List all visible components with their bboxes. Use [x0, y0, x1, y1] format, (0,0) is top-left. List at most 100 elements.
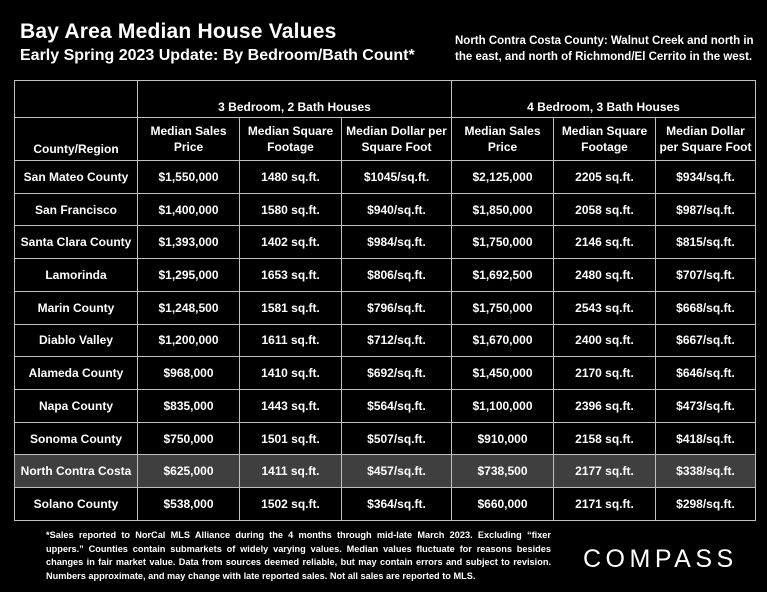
ppsf-4bed-cell: $338/sq.ft. [655, 454, 756, 489]
group-header-3bed: 3 Bedroom, 2 Bath Houses [137, 80, 452, 118]
table-row: Sonoma County $750,000 1501 sq.ft. $507/sq.… [14, 421, 756, 456]
ppsf-3bed-cell: $364/sq.ft. [341, 487, 452, 521]
price-3bed-cell: $968,000 [137, 356, 240, 391]
ppsf-4bed-cell: $298/sq.ft. [655, 487, 756, 521]
region-name-cell: Diablo Valley [14, 323, 138, 358]
ppsf-4bed-cell: $707/sq.ft. [655, 258, 756, 292]
sqft-3bed-cell: 1580 sq.ft. [239, 192, 342, 227]
price-4bed-cell: $660,000 [451, 487, 554, 521]
blank-header-cell [14, 80, 138, 118]
footnote: *Sales reported to NorCal MLS Alliance d… [46, 530, 551, 581]
table-row: Diablo Valley $1,200,000 1611 sq.ft. $712/s… [14, 323, 756, 358]
sqft-3bed-cell: 1653 sq.ft. [239, 258, 342, 292]
sqft-3bed-cell: 1410 sq.ft. [239, 356, 342, 391]
sqft-3bed-cell: 1502 sq.ft. [239, 487, 342, 521]
price-4bed-cell: $738,500 [451, 454, 554, 489]
table-row: San Francisco $1,400,000 1580 sq.ft. $940/s… [14, 192, 756, 227]
price-3bed-cell: $1,295,000 [137, 258, 240, 292]
sqft-3bed-cell: 1411 sq.ft. [239, 454, 342, 489]
sqft-4bed-cell: 2058 sq.ft. [553, 192, 656, 227]
region-name-cell: Napa County [14, 389, 138, 423]
ppsf-3bed-cell: $712/sq.ft. [341, 323, 452, 358]
column-header-ppsf: Median Dollar per Square Foot [655, 117, 756, 161]
ppsf-4bed-cell: $473/sq.ft. [655, 389, 756, 423]
ppsf-4bed-cell: $418/sq.ft. [655, 421, 756, 456]
house-values-table: 3 Bedroom, 2 Bath Houses 4 Bedroom, 3 Ba… [14, 80, 756, 521]
region-name-cell: San Francisco [14, 192, 138, 227]
ppsf-3bed-cell: $457/sq.ft. [341, 454, 452, 489]
group-header-4bed: 4 Bedroom, 3 Bath Houses [451, 80, 756, 118]
table-row: Lamorinda $1,295,000 1653 sq.ft. $806/sq.ft… [14, 258, 756, 292]
sqft-3bed-cell: 1581 sq.ft. [239, 290, 342, 325]
ppsf-3bed-cell: $507/sq.ft. [341, 421, 452, 456]
ppsf-4bed-cell: $668/sq.ft. [655, 290, 756, 325]
region-note: North Contra Costa County: Walnut Creek … [455, 35, 754, 63]
sqft-4bed-cell: 2146 sq.ft. [553, 225, 656, 260]
region-name-cell: Alameda County [14, 356, 138, 391]
page-subtitle: Early Spring 2023 Update: By Bedroom/Bat… [20, 47, 415, 64]
sqft-3bed-cell: 1402 sq.ft. [239, 225, 342, 260]
table-row: Santa Clara County $1,393,000 1402 sq.ft. $… [14, 225, 756, 260]
sqft-4bed-cell: 2170 sq.ft. [553, 356, 656, 391]
price-3bed-cell: $1,400,000 [137, 192, 240, 227]
page-title: Bay Area Median House Values [20, 20, 337, 43]
table-row: San Mateo County $1,550,000 1480 sq.ft. $10… [14, 160, 756, 194]
ppsf-3bed-cell: $692/sq.ft. [341, 356, 452, 391]
sqft-4bed-cell: 2171 sq.ft. [553, 487, 656, 521]
price-4bed-cell: $1,850,000 [451, 192, 554, 227]
table-row: Alameda County $968,000 1410 sq.ft. $692/sq… [14, 356, 756, 391]
sqft-4bed-cell: 2400 sq.ft. [553, 323, 656, 358]
sqft-3bed-cell: 1611 sq.ft. [239, 323, 342, 358]
price-3bed-cell: $538,000 [137, 487, 240, 521]
region-column-header: County/Region [14, 117, 138, 161]
table-row: North Contra Costa $625,000 1411 sq.ft. $45… [14, 454, 756, 489]
price-4bed-cell: $1,450,000 [451, 356, 554, 391]
price-4bed-cell: $1,692,500 [451, 258, 554, 292]
ppsf-4bed-cell: $646/sq.ft. [655, 356, 756, 391]
sqft-3bed-cell: 1443 sq.ft. [239, 389, 342, 423]
ppsf-3bed-cell: $796/sq.ft. [341, 290, 452, 325]
sqft-3bed-cell: 1480 sq.ft. [239, 160, 342, 194]
region-name-cell: Sonoma County [14, 421, 138, 456]
table-row: Marin County $1,248,500 1581 sq.ft. $796/sq… [14, 290, 756, 325]
ppsf-3bed-cell: $806/sq.ft. [341, 258, 452, 292]
price-4bed-cell: $2,125,000 [451, 160, 554, 194]
column-header-sqft: Median Square Footage [239, 117, 342, 161]
price-3bed-cell: $1,248,500 [137, 290, 240, 325]
region-name-cell: San Mateo County [14, 160, 138, 194]
ppsf-3bed-cell: $564/sq.ft. [341, 389, 452, 423]
ppsf-4bed-cell: $815/sq.ft. [655, 225, 756, 260]
ppsf-4bed-cell: $667/sq.ft. [655, 323, 756, 358]
price-4bed-cell: $1,670,000 [451, 323, 554, 358]
column-header-price: Median Sales Price [451, 117, 554, 161]
price-3bed-cell: $625,000 [137, 454, 240, 489]
price-4bed-cell: $1,750,000 [451, 290, 554, 325]
table-row: Solano County $538,000 1502 sq.ft. $364/sq.… [14, 487, 756, 521]
region-name-cell: Santa Clara County [14, 225, 138, 260]
price-3bed-cell: $750,000 [137, 421, 240, 456]
price-3bed-cell: $835,000 [137, 389, 240, 423]
column-header-price: Median Sales Price [137, 117, 240, 161]
region-name-cell: North Contra Costa [14, 454, 138, 489]
price-4bed-cell: $1,750,000 [451, 225, 554, 260]
table-row: Napa County $835,000 1443 sq.ft. $564/sq.ft… [14, 389, 756, 423]
sqft-4bed-cell: 2177 sq.ft. [553, 454, 656, 489]
region-name-cell: Lamorinda [14, 258, 138, 292]
sqft-4bed-cell: 2158 sq.ft. [553, 421, 656, 456]
sqft-4bed-cell: 2480 sq.ft. [553, 258, 656, 292]
ppsf-3bed-cell: $1045/sq.ft. [341, 160, 452, 194]
column-header-sqft: Median Square Footage [553, 117, 656, 161]
price-4bed-cell: $910,000 [451, 421, 554, 456]
sqft-4bed-cell: 2396 sq.ft. [553, 389, 656, 423]
price-3bed-cell: $1,550,000 [137, 160, 240, 194]
price-3bed-cell: $1,200,000 [137, 323, 240, 358]
ppsf-3bed-cell: $984/sq.ft. [341, 225, 452, 260]
ppsf-4bed-cell: $987/sq.ft. [655, 192, 756, 227]
price-3bed-cell: $1,393,000 [137, 225, 240, 260]
ppsf-3bed-cell: $940/sq.ft. [341, 192, 452, 227]
column-header-ppsf: Median Dollar per Square Foot [341, 117, 452, 161]
sqft-3bed-cell: 1501 sq.ft. [239, 421, 342, 456]
sqft-4bed-cell: 2205 sq.ft. [553, 160, 656, 194]
ppsf-4bed-cell: $934/sq.ft. [655, 160, 756, 194]
sqft-4bed-cell: 2543 sq.ft. [553, 290, 656, 325]
